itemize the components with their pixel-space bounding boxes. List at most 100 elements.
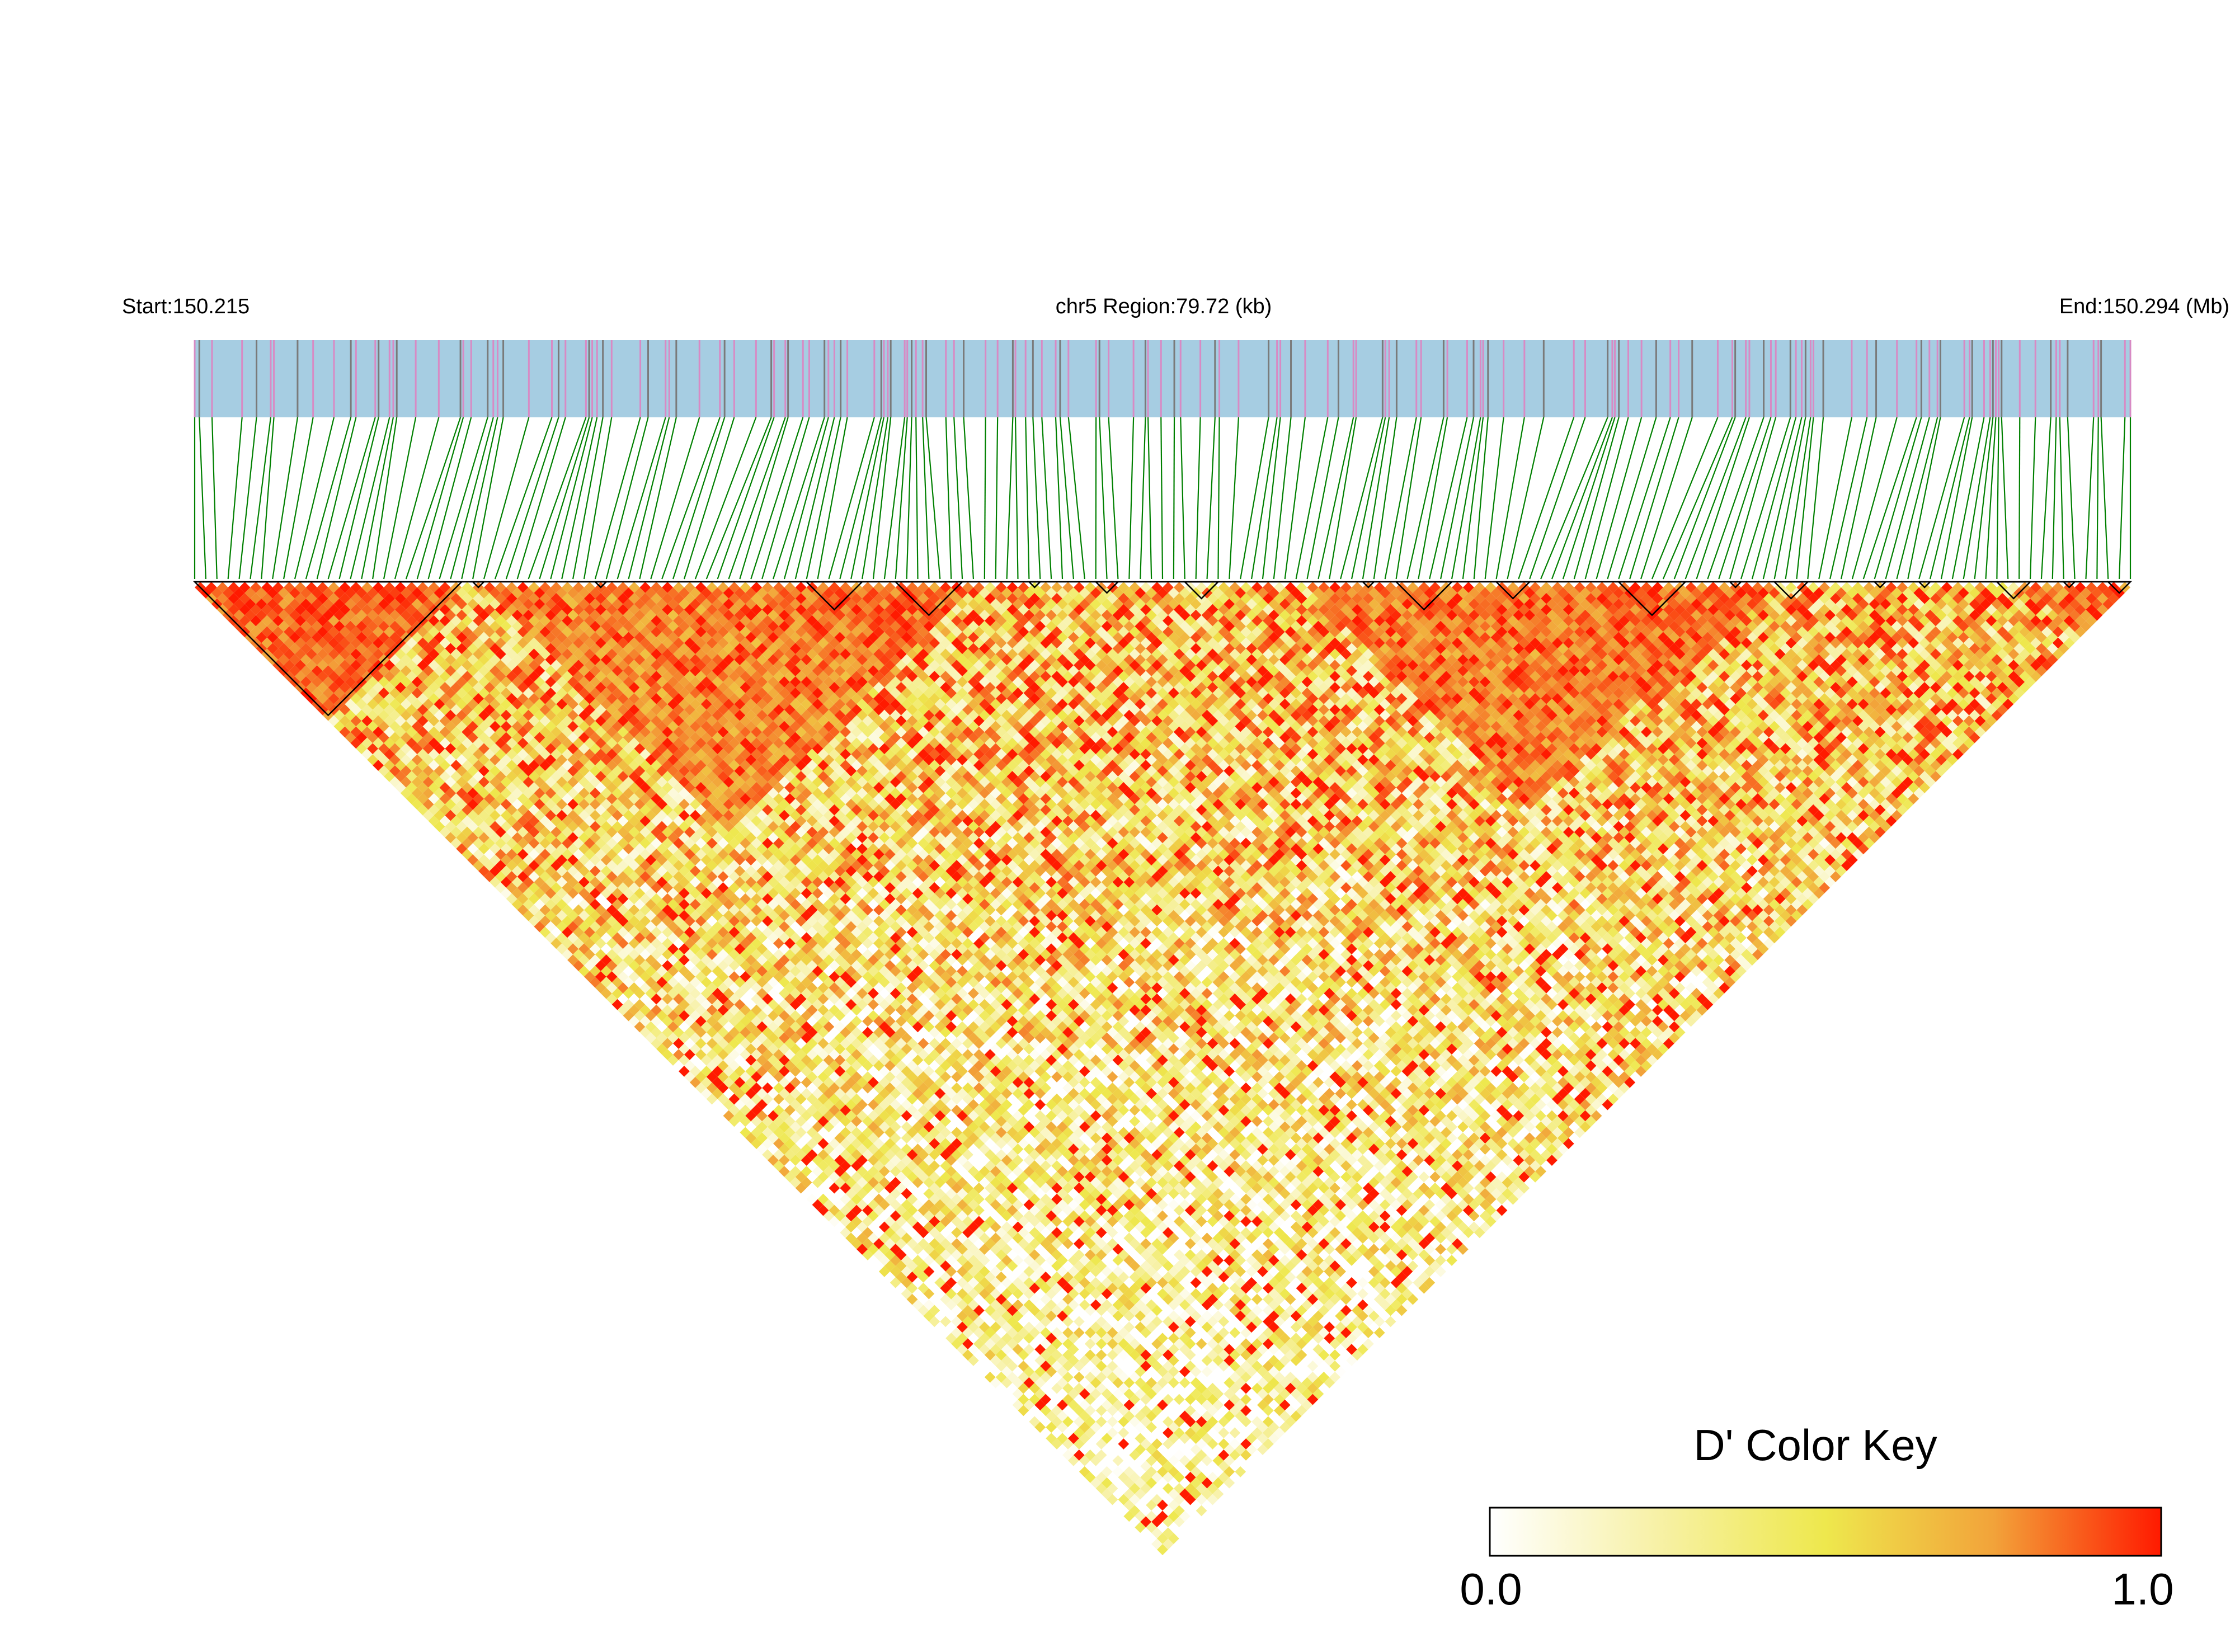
ld-cell xyxy=(845,1210,857,1222)
ld-cell xyxy=(679,1066,690,1077)
ld-cell xyxy=(317,693,328,704)
snp-connector-line xyxy=(1128,417,1135,580)
snp-connector-line xyxy=(1160,417,1164,580)
ld-cell xyxy=(1051,1416,1063,1428)
snp-connector-line xyxy=(1495,417,1525,580)
snp-connector-line xyxy=(1618,417,1671,580)
ld-cell xyxy=(462,849,473,860)
ld-cell xyxy=(434,787,445,799)
ld-cell xyxy=(789,1155,801,1166)
ld-cell xyxy=(745,1088,757,1099)
ld-cell xyxy=(990,1344,1001,1356)
snp-connector-line xyxy=(1273,417,1292,580)
ld-cell xyxy=(272,626,284,638)
ld-cell xyxy=(1046,1399,1057,1411)
ld-cell xyxy=(784,1171,796,1183)
ld-cell xyxy=(1051,1394,1063,1405)
snp-connector-line xyxy=(250,417,271,580)
snp-connector-line xyxy=(1032,417,1041,580)
ld-cell xyxy=(895,1271,907,1283)
ld-cell xyxy=(1095,1482,1107,1494)
snp-connector-line xyxy=(1014,417,1019,580)
ld-cell xyxy=(1140,1527,1152,1539)
ld-cell xyxy=(1129,1471,1141,1483)
ld-cell xyxy=(1073,1449,1085,1461)
snp-connector-line xyxy=(1540,417,1608,580)
ld-cell xyxy=(367,743,379,755)
ld-cell xyxy=(806,1160,818,1171)
ld-cell xyxy=(394,726,406,738)
ld-cell xyxy=(1012,1388,1024,1400)
ld-cell xyxy=(695,1038,707,1049)
snp-connector-line xyxy=(505,417,559,580)
region-start-label: Start:150.215 xyxy=(122,295,250,318)
snp-connector-line xyxy=(1551,417,1613,580)
ld-cell xyxy=(884,1227,896,1239)
ld-cell xyxy=(239,582,251,593)
ld-cell xyxy=(1029,1405,1041,1416)
ld-cell xyxy=(439,826,451,838)
ld-cell xyxy=(1107,1482,1118,1494)
ld-cell xyxy=(806,1149,818,1161)
ld-cell xyxy=(261,615,273,627)
ld-cell xyxy=(823,1210,835,1222)
ld-cell xyxy=(895,1260,907,1272)
ld-cell xyxy=(272,604,284,615)
ld-cell xyxy=(717,1071,729,1082)
ld-cell xyxy=(990,1377,1001,1389)
ld-cell xyxy=(528,893,540,905)
ld-cell xyxy=(628,1004,640,1016)
ld-cell xyxy=(862,1238,873,1250)
ld-cell xyxy=(851,1216,863,1227)
ld-cell xyxy=(406,782,417,793)
snp-connector-line xyxy=(1240,417,1269,580)
ld-cell xyxy=(840,1216,851,1227)
snp-connector-line xyxy=(427,417,472,580)
ld-cell xyxy=(484,826,495,838)
ld-cell xyxy=(778,1155,790,1166)
ld-cell xyxy=(906,1282,918,1294)
snp-connector-line xyxy=(694,417,757,580)
ld-cell xyxy=(462,837,473,849)
snp-connector-line xyxy=(850,417,884,580)
snp-connector-line xyxy=(806,417,841,580)
ld-cell xyxy=(367,698,379,710)
ld-cell xyxy=(1006,1371,1018,1383)
ld-cell xyxy=(261,637,273,649)
ld-cell xyxy=(550,915,562,927)
ld-cell xyxy=(834,1210,846,1222)
snp-connector-line xyxy=(2018,417,2021,580)
ld-cell xyxy=(384,749,395,760)
snp-connector-line xyxy=(1918,417,1965,580)
ld-cell xyxy=(272,615,284,627)
ld-cell xyxy=(862,1227,873,1239)
ld-cell xyxy=(284,626,295,638)
ld-cell xyxy=(378,709,389,721)
ld-cell xyxy=(1067,1410,1079,1422)
ld-cell xyxy=(784,1127,796,1138)
snp-connector-line xyxy=(199,417,206,580)
ld-cell xyxy=(1073,1427,1085,1439)
ld-cell xyxy=(700,1088,712,1099)
ld-cell xyxy=(1006,1349,1018,1361)
snp-connector-line xyxy=(1340,417,1384,580)
ld-cell xyxy=(728,1060,740,1071)
ld-cell xyxy=(378,732,389,743)
ld-cell xyxy=(917,1293,929,1305)
snp-connector-line xyxy=(1974,417,1994,580)
ld-cell xyxy=(217,592,228,604)
ld-cell xyxy=(1151,1505,1163,1517)
ld-cell xyxy=(239,615,251,627)
ld-cell xyxy=(845,1188,857,1199)
ld-cell xyxy=(667,1010,679,1022)
ld-cell xyxy=(495,826,506,838)
snp-connector-line xyxy=(2052,417,2057,580)
ld-cell xyxy=(978,1366,990,1377)
snp-connector-line xyxy=(227,417,243,580)
snp-connector-line xyxy=(528,417,587,580)
ld-cell xyxy=(951,1327,963,1339)
snp-connector-line xyxy=(1685,417,1747,580)
ld-cell xyxy=(962,1338,973,1350)
ld-cell xyxy=(1018,1382,1029,1394)
ld-cell xyxy=(1018,1360,1029,1372)
